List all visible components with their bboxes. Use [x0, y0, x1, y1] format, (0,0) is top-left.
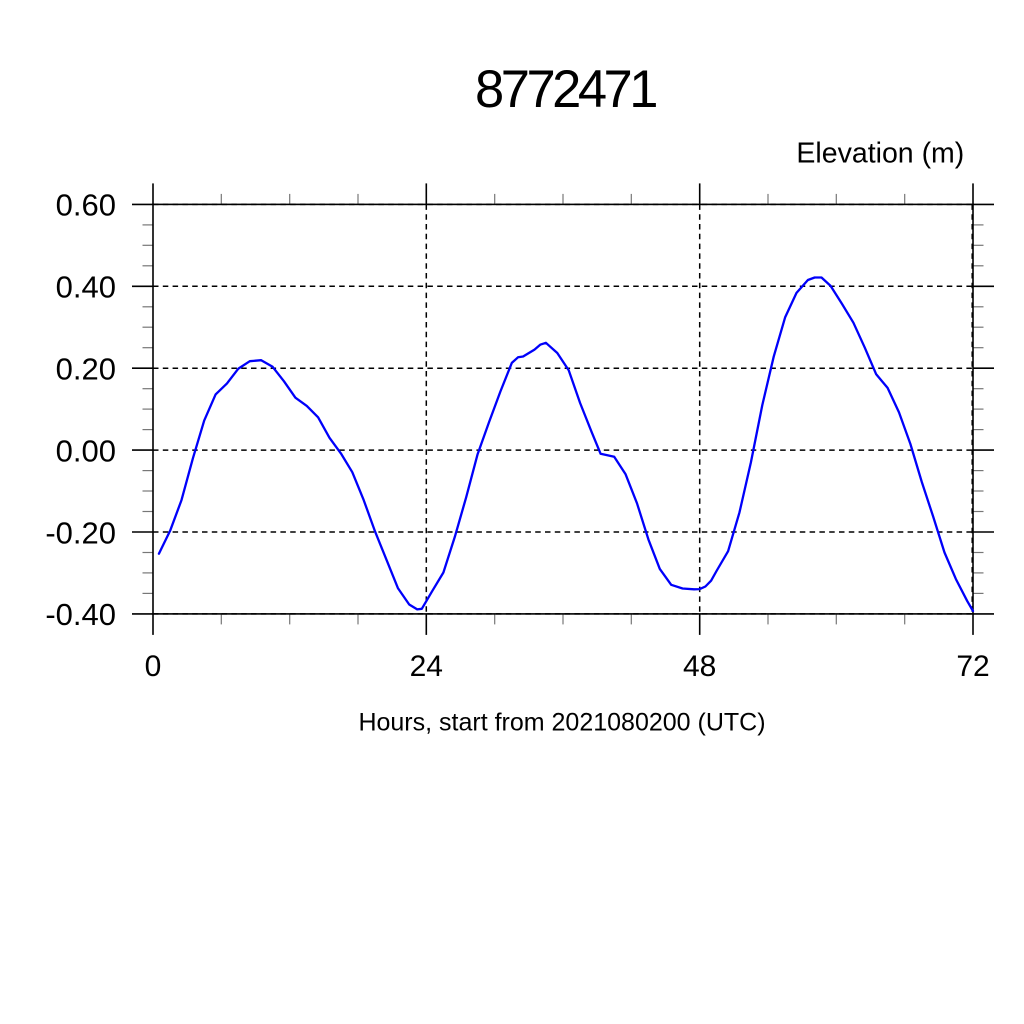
svg-text:Elevation (m): Elevation (m)	[796, 138, 964, 170]
svg-text:-0.20: -0.20	[45, 515, 116, 550]
svg-text:48: 48	[683, 650, 716, 683]
svg-text:72: 72	[956, 650, 989, 683]
svg-text:0.40: 0.40	[56, 270, 116, 305]
svg-text:0: 0	[145, 650, 162, 683]
svg-text:0.20: 0.20	[56, 352, 116, 387]
svg-text:-0.40: -0.40	[45, 597, 116, 632]
svg-text:24: 24	[410, 650, 443, 683]
svg-text:0.00: 0.00	[56, 433, 116, 468]
svg-text:0.60: 0.60	[56, 188, 116, 223]
svg-text:Hours, start from 2021080200 (: Hours, start from 2021080200 (UTC)	[358, 709, 765, 737]
svg-text:8772471: 8772471	[475, 60, 656, 119]
